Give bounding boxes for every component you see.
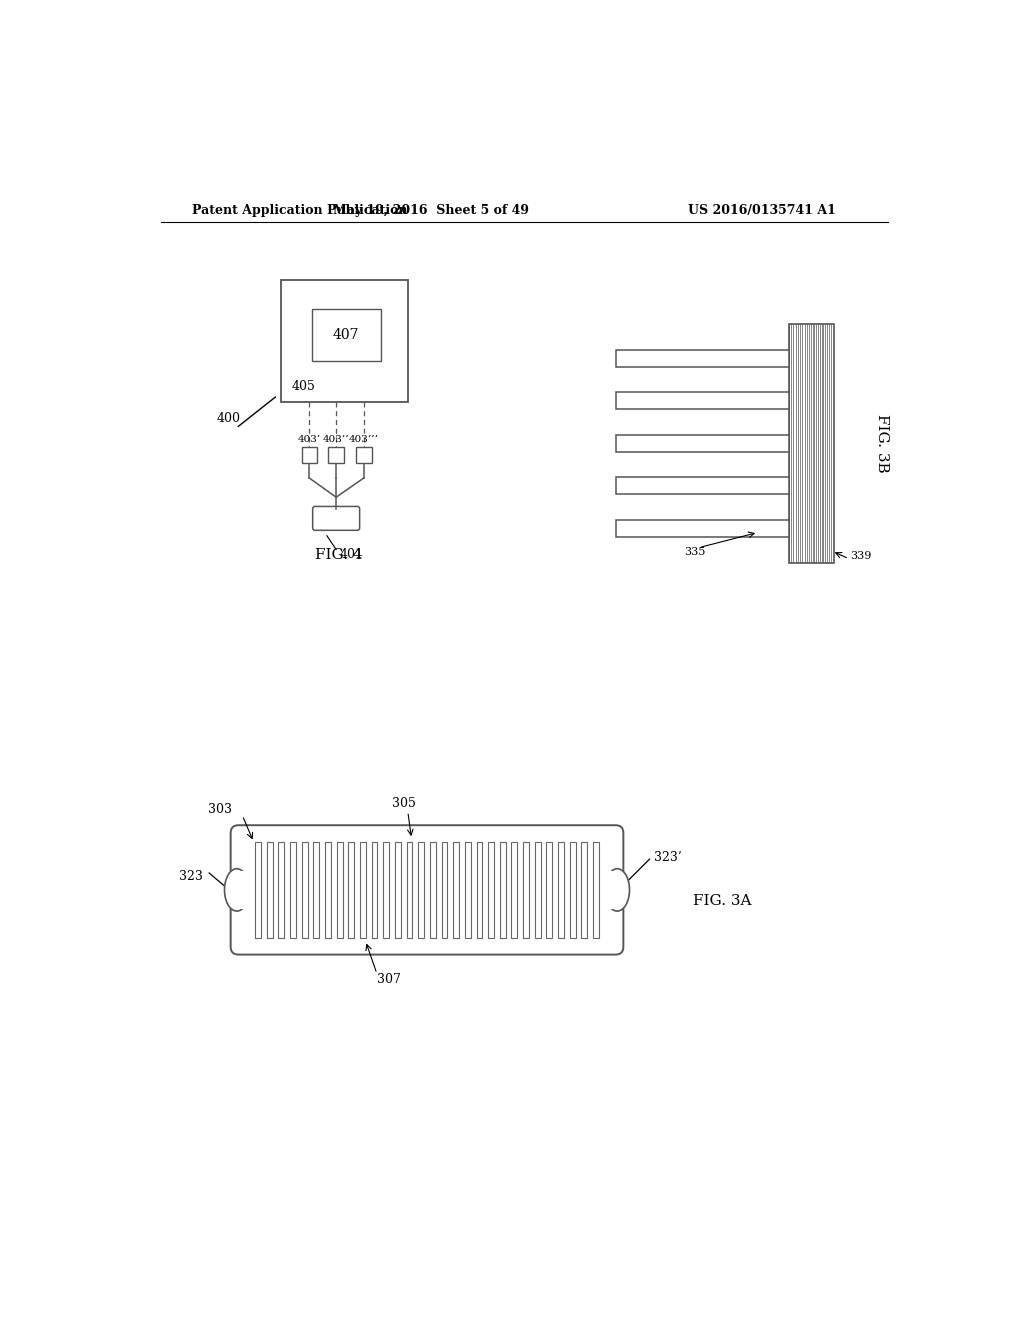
Bar [313, 842, 319, 937]
Text: 403’: 403’ [298, 436, 321, 444]
Bar [523, 842, 529, 937]
Bar [558, 842, 564, 937]
Bar [329, 447, 344, 462]
Bar [488, 842, 494, 937]
Bar [383, 842, 389, 937]
Text: 303: 303 [208, 804, 232, 816]
Bar [822, 323, 823, 562]
Bar [395, 842, 400, 937]
Bar [809, 323, 810, 562]
Bar [816, 323, 817, 562]
Bar [454, 842, 459, 937]
Bar [794, 323, 795, 562]
Text: 307: 307 [377, 973, 400, 986]
Text: Patent Application Publication: Patent Application Publication [193, 205, 408, 218]
Bar [593, 842, 599, 937]
Bar [796, 323, 797, 562]
Bar [302, 842, 307, 937]
Bar [430, 842, 436, 937]
Text: 335: 335 [684, 546, 706, 557]
Bar [372, 842, 378, 937]
Bar [239, 871, 252, 909]
Bar [476, 842, 482, 937]
Bar [281, 280, 408, 401]
Bar [407, 842, 413, 937]
Bar [818, 323, 819, 562]
Bar [418, 842, 424, 937]
Bar [290, 842, 296, 937]
Text: FIG. 4: FIG. 4 [314, 548, 362, 562]
Bar [301, 447, 316, 462]
Text: 401: 401 [340, 548, 364, 561]
Text: 407: 407 [333, 327, 359, 342]
Bar [582, 842, 587, 937]
Bar [615, 434, 788, 451]
Bar [824, 323, 825, 562]
Bar [500, 842, 506, 937]
Ellipse shape [605, 869, 630, 911]
Bar [807, 323, 808, 562]
Text: FIG. 3B: FIG. 3B [876, 414, 889, 473]
Text: FIG. 3A: FIG. 3A [692, 895, 752, 908]
Ellipse shape [224, 869, 249, 911]
FancyBboxPatch shape [312, 507, 359, 531]
Bar [805, 323, 806, 562]
Bar [813, 323, 814, 562]
Bar [615, 392, 788, 409]
Bar [792, 323, 793, 562]
Bar [535, 842, 541, 937]
Bar [255, 842, 261, 937]
Bar [547, 842, 552, 937]
Bar [803, 323, 804, 562]
Bar [279, 842, 285, 937]
Bar [337, 842, 343, 937]
Bar [569, 842, 575, 937]
Bar [615, 478, 788, 495]
Bar [811, 323, 812, 562]
Bar [465, 842, 471, 937]
Bar [602, 871, 615, 909]
Text: 400: 400 [217, 412, 241, 425]
Bar [441, 842, 447, 937]
Text: 323’: 323’ [654, 851, 682, 865]
Bar [348, 842, 354, 937]
Text: US 2016/0135741 A1: US 2016/0135741 A1 [688, 205, 836, 218]
Bar [615, 350, 788, 367]
Text: May 19, 2016  Sheet 5 of 49: May 19, 2016 Sheet 5 of 49 [333, 205, 528, 218]
Bar [615, 520, 788, 537]
FancyBboxPatch shape [230, 825, 624, 954]
Bar [311, 309, 381, 360]
Text: 403’’’: 403’’’ [349, 436, 379, 444]
Bar [798, 323, 799, 562]
Text: 323: 323 [178, 870, 203, 883]
Bar [360, 842, 366, 937]
Bar [356, 447, 372, 462]
Bar [788, 323, 791, 562]
Text: 305: 305 [392, 797, 416, 810]
Bar [829, 323, 830, 562]
Bar [820, 323, 821, 562]
Bar [512, 842, 517, 937]
Bar [788, 323, 834, 562]
Bar [325, 842, 331, 937]
Bar [267, 842, 272, 937]
Text: 339: 339 [851, 552, 871, 561]
Text: 405: 405 [292, 380, 315, 393]
Bar [831, 323, 833, 562]
Bar [826, 323, 828, 562]
Bar [800, 323, 801, 562]
Text: 403’’: 403’’ [323, 436, 349, 444]
